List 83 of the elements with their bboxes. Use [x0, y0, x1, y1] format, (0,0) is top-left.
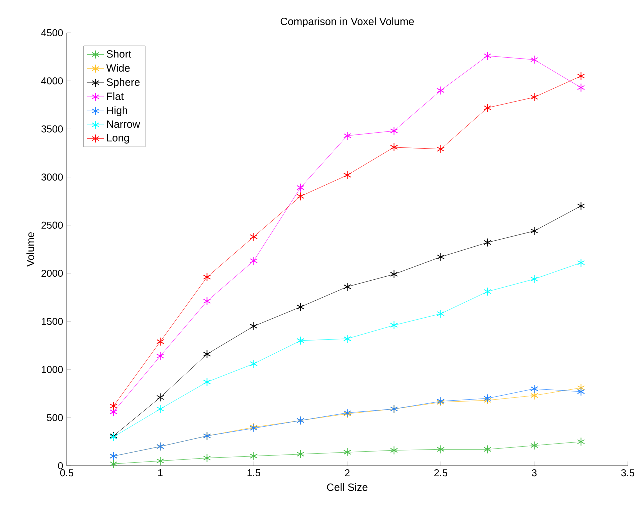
- point: [203, 272, 212, 282]
- y-tick-label: 2000: [42, 270, 64, 278]
- point: [156, 337, 164, 346]
- point: [390, 143, 398, 152]
- y-tick-label: 0: [58, 462, 64, 470]
- x-tick-label: 3.5: [621, 470, 635, 477]
- y-tick-label: 1500: [42, 318, 64, 326]
- point: [437, 445, 445, 454]
- y-tick-label: 2500: [42, 222, 64, 229]
- point: [296, 336, 305, 346]
- point: [484, 445, 492, 454]
- legend-label: Flat: [107, 92, 124, 100]
- point: [484, 287, 492, 296]
- point: [156, 393, 164, 402]
- point: [530, 226, 538, 236]
- x-tick-label: 1: [158, 470, 163, 476]
- point: [577, 83, 586, 92]
- x-tick-label: 2: [345, 470, 350, 476]
- point: [156, 352, 164, 361]
- x-tick-label: 3: [532, 470, 537, 477]
- point: [484, 238, 492, 248]
- point: [344, 282, 352, 292]
- point: [437, 86, 445, 96]
- y-tick-label: 4000: [41, 78, 64, 85]
- point: [390, 321, 398, 330]
- point: [390, 446, 398, 455]
- point: [344, 334, 352, 344]
- point: [110, 460, 118, 468]
- point: [390, 126, 398, 136]
- point: [577, 258, 586, 268]
- legend-label: Long: [107, 134, 130, 144]
- legend-label: Sphere: [106, 78, 140, 88]
- point: [203, 297, 212, 306]
- point: [296, 302, 305, 312]
- point: [577, 202, 586, 211]
- x-tick-label: 1.5: [248, 470, 261, 476]
- point: [530, 274, 538, 284]
- legend-label: Wide: [106, 64, 130, 72]
- point: [250, 232, 258, 242]
- point: [530, 384, 538, 394]
- point: [577, 438, 586, 446]
- y-tick-label: 1000: [42, 366, 64, 374]
- point: [203, 454, 212, 463]
- point: [296, 192, 305, 201]
- point: [437, 252, 445, 262]
- point: [577, 387, 586, 396]
- point: [530, 391, 538, 400]
- legend-label: High: [107, 106, 128, 116]
- point: [156, 456, 164, 466]
- point: [437, 310, 445, 318]
- point: [203, 350, 212, 359]
- point: [250, 256, 258, 266]
- point: [344, 171, 352, 180]
- point: [484, 52, 492, 60]
- point: [110, 408, 118, 416]
- y-axis-title: Volume: [26, 232, 34, 267]
- point: [484, 104, 492, 112]
- point: [390, 270, 398, 279]
- point: [110, 402, 118, 411]
- point: [530, 441, 538, 450]
- point: [250, 452, 258, 461]
- x-axis-title: Cell Size: [327, 483, 368, 492]
- legend-label: Narrow: [107, 120, 140, 128]
- point: [344, 132, 352, 140]
- point: [530, 56, 538, 64]
- point: [250, 360, 258, 368]
- y-tick-label: 3000: [42, 174, 64, 181]
- point: [344, 448, 352, 457]
- y-tick-label: 3500: [42, 126, 64, 133]
- point: [530, 93, 538, 102]
- point: [203, 378, 212, 387]
- point: [577, 72, 586, 81]
- y-tick-label: 4500: [41, 29, 64, 37]
- chart-title: Comparison in Voxel Volume: [280, 18, 414, 28]
- x-tick-label: 0.5: [60, 470, 74, 477]
- point: [296, 450, 305, 459]
- point: [437, 145, 445, 154]
- legend-label: Short: [106, 50, 132, 58]
- point: [156, 404, 164, 414]
- point: [250, 322, 258, 331]
- x-tick-label: 2.5: [434, 470, 448, 477]
- y-tick-label: 500: [47, 414, 64, 422]
- point: [296, 184, 305, 192]
